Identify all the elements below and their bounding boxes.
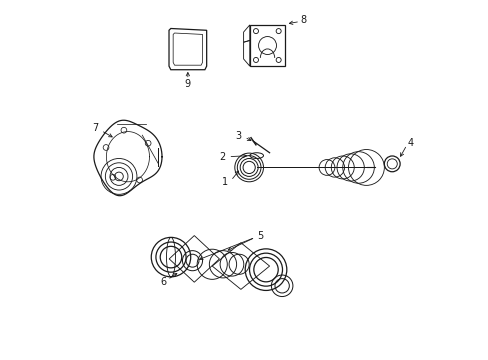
Text: 3: 3 [235,131,241,141]
Text: 7: 7 [92,123,99,133]
Text: 2: 2 [219,152,225,162]
Text: 9: 9 [184,79,190,89]
Text: 4: 4 [407,138,413,148]
Text: 1: 1 [222,177,228,187]
Text: 8: 8 [300,15,306,26]
Text: 5: 5 [257,231,263,240]
Text: 6: 6 [161,277,166,287]
